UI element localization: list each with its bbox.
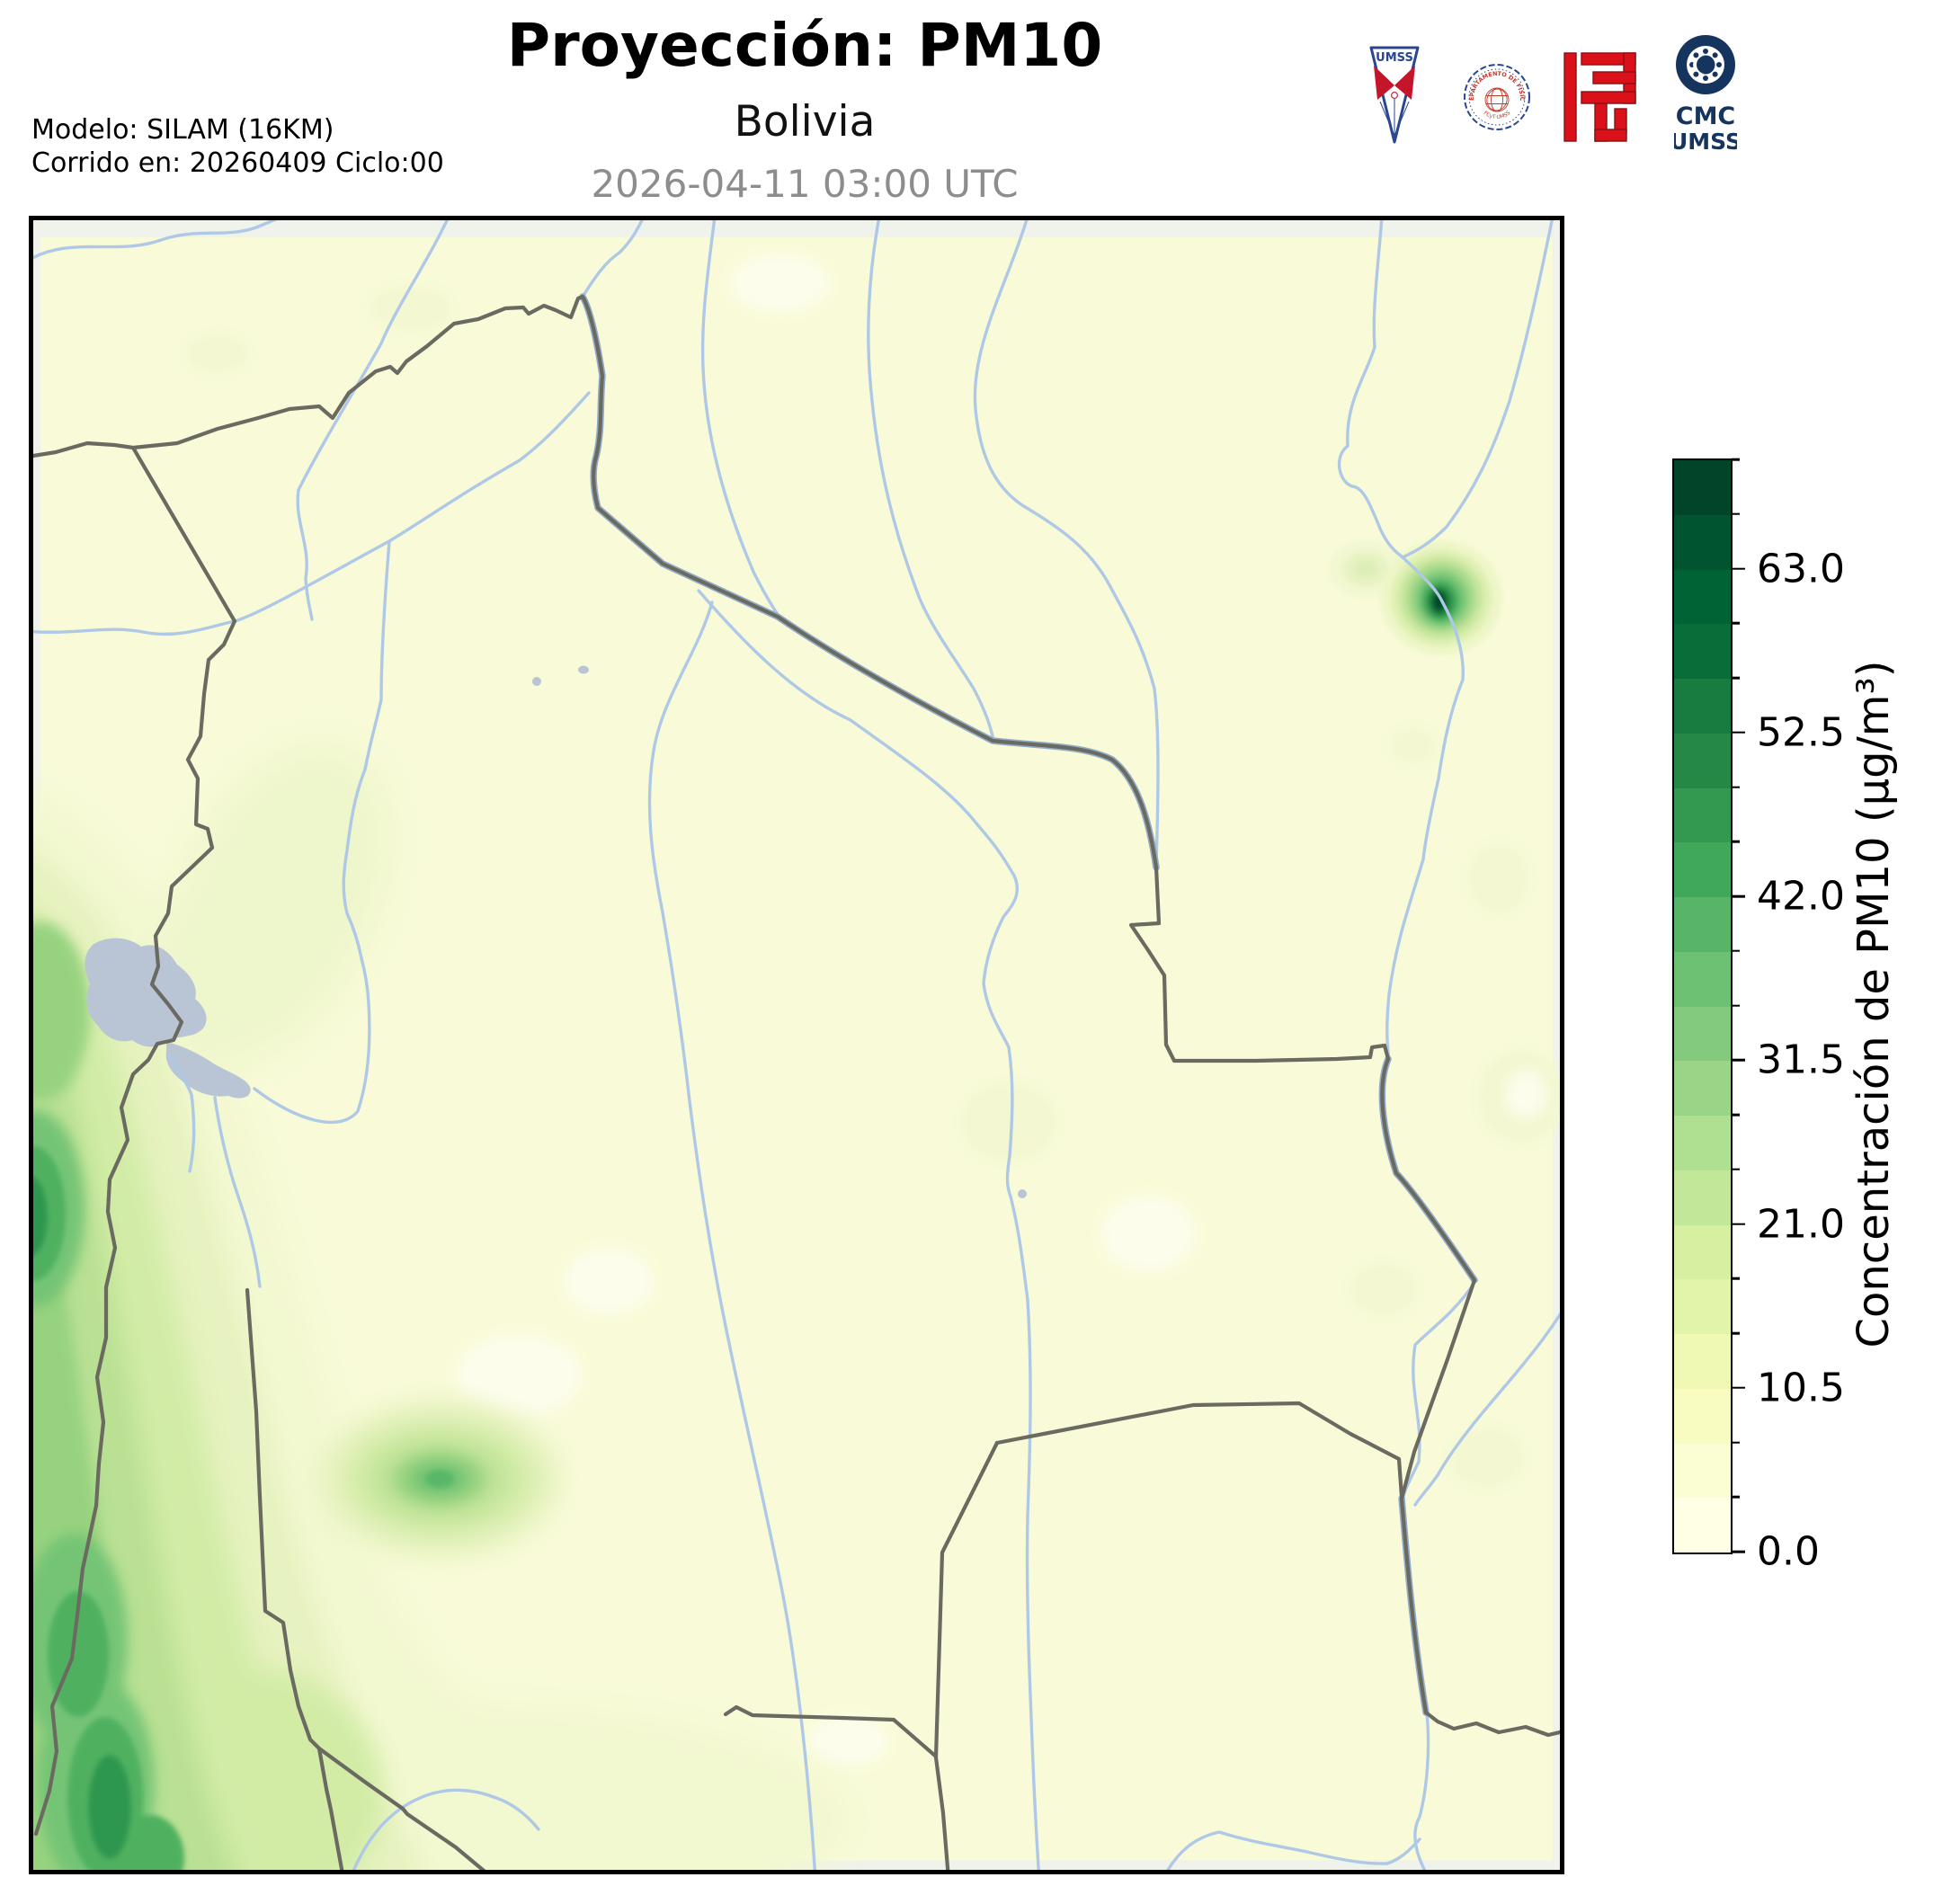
logo-bar: UMSS DEPARTAMENTO DE FÍSICA FCyT·UMSS [1358, 27, 1933, 162]
physics-dept-seal-logo: DEPARTAMENTO DE FÍSICA FCyT·UMSS [1458, 38, 1533, 149]
colorbar [1672, 458, 1733, 1554]
colorbar-major-tick [1732, 1550, 1745, 1553]
map-canvas [33, 220, 1560, 1870]
colorbar-segment [1674, 1006, 1731, 1062]
lake-titicaca [85, 938, 207, 1047]
colorbar-major-tick [1732, 731, 1745, 734]
colorbar-minor-tick [1732, 1004, 1740, 1007]
colorbar-tick-label: 42.0 [1757, 873, 1845, 920]
colorbar-segment [1674, 1334, 1731, 1389]
colorbar-segment [1674, 1116, 1731, 1170]
colorbar-tick-label: 52.5 [1757, 709, 1845, 756]
colorbar-tick-label: 21.0 [1757, 1201, 1845, 1247]
colorbar-tick-label: 31.5 [1757, 1037, 1845, 1083]
umss-pennant-logo: UMSS [1368, 45, 1421, 146]
colorbar-segment [1674, 1170, 1731, 1225]
colorbar-segment [1674, 842, 1731, 897]
rivers [33, 220, 1560, 1870]
colorbar-axis-label: Concentración de PM10 (µg/m³) [1848, 660, 1899, 1348]
pm10-concentration-field [33, 540, 1502, 1870]
colorbar-segment [1674, 514, 1731, 570]
cmc-umss-logo: CMC UMSS [1670, 32, 1742, 155]
colorbar-minor-tick [1732, 512, 1740, 516]
colorbar-minor-tick [1732, 676, 1740, 680]
colorbar-minor-tick [1732, 840, 1740, 843]
small-lake [578, 665, 589, 674]
colorbar-major-tick [1732, 894, 1745, 898]
colorbar-segment [1674, 1224, 1731, 1280]
seal-globe-icon [1484, 87, 1510, 112]
cmc-umss-label: UMSS [1674, 129, 1737, 153]
small-lake [532, 677, 541, 686]
colorbar-minor-tick [1732, 458, 1740, 461]
cmc-label: CMC [1676, 102, 1736, 130]
colorbar-segment [1674, 1279, 1731, 1334]
model-name: Modelo: SILAM (16KM) [31, 114, 334, 146]
umss-pennant-icon: UMSS [1369, 46, 1420, 144]
page-subtitle: Bolivia [734, 97, 876, 147]
umss-pennant-label: UMSS [1376, 51, 1413, 65]
colorbar-tick-label: 10.5 [1757, 1365, 1845, 1411]
colorbar-segment [1674, 624, 1731, 679]
colorbar-segment [1674, 1388, 1731, 1444]
colorbar-minor-tick [1732, 949, 1740, 953]
colorbar-tick-label: 63.0 [1757, 546, 1845, 592]
colorbar-minor-tick [1732, 1495, 1740, 1499]
small-lake [1018, 1189, 1027, 1198]
colorbar-segment [1674, 951, 1731, 1007]
forecast-datetime: 2026-04-11 03:00 UTC [591, 162, 1019, 206]
model-run: Corrido en: 20260409 Ciclo:00 [31, 147, 444, 179]
colorbar-major-tick [1732, 1223, 1745, 1225]
model-info: Modelo: SILAM (16KM) Corrido en: 2026040… [31, 113, 444, 180]
svg-text:FCyT·UMSS: FCyT·UMSS [1483, 111, 1512, 120]
page-title: Proyección: PM10 [506, 11, 1103, 80]
colorbar-minor-tick [1732, 1441, 1740, 1444]
colorbar-minor-tick [1732, 1331, 1740, 1335]
borders [33, 294, 1560, 1870]
pale-patches [183, 254, 1560, 1766]
colorbar-segment [1674, 733, 1731, 788]
map-panel [29, 216, 1564, 1874]
colorbar-major-tick [1732, 1058, 1745, 1062]
colorbar-gradient [1674, 460, 1731, 1553]
colorbar-minor-tick [1732, 1113, 1740, 1117]
colorbar-segment [1674, 1061, 1731, 1116]
fcyt-red-icon [1563, 52, 1636, 142]
colorbar-segment [1674, 897, 1731, 952]
colorbar-segment [1674, 569, 1731, 625]
colorbar-segment [1674, 460, 1731, 515]
colorbar-minor-tick [1732, 1277, 1740, 1280]
physics-dept-seal-icon: DEPARTAMENTO DE FÍSICA FCyT·UMSS [1458, 38, 1530, 130]
cmc-umss-icon: CMC UMSS [1670, 35, 1742, 155]
colorbar-minor-tick [1732, 621, 1740, 625]
fcyt-red-logo [1563, 49, 1638, 145]
seal-arc-subtext: FCyT·UMSS [1483, 111, 1512, 120]
colorbar-minor-tick [1732, 786, 1740, 788]
colorbar-segment [1674, 679, 1731, 734]
colorbar-segment [1674, 787, 1731, 843]
colorbar-minor-tick [1732, 1168, 1740, 1171]
colorbar-major-tick [1732, 567, 1745, 570]
colorbar-major-tick [1732, 1386, 1745, 1390]
colorbar-tick-label: 0.0 [1757, 1528, 1820, 1575]
colorbar-segment [1674, 1443, 1731, 1499]
colorbar-segment [1674, 1498, 1731, 1553]
